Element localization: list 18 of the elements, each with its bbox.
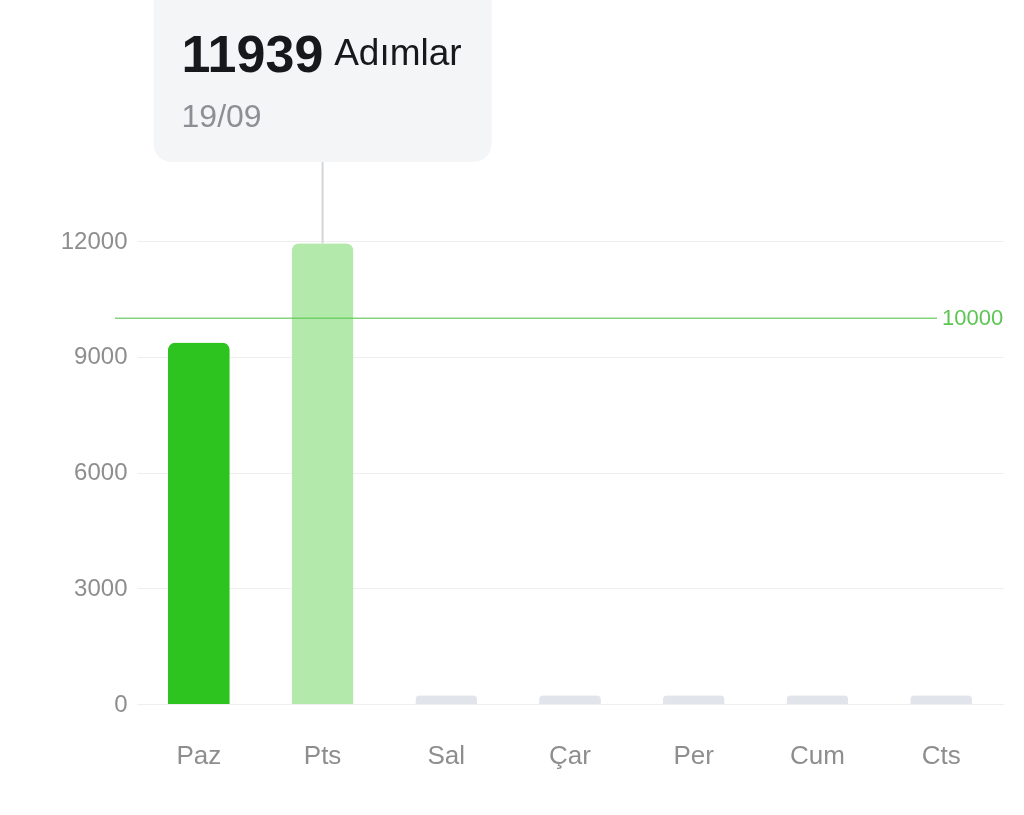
x-tick-label: Sal <box>427 739 466 770</box>
bar <box>167 342 230 704</box>
x-tick-label: Çar <box>549 739 592 770</box>
y-tick-label: 3000 <box>74 573 128 601</box>
y-tick-label: 12000 <box>60 226 128 254</box>
y-tick-label: 6000 <box>74 458 128 485</box>
x-tick-label: Paz <box>176 739 222 770</box>
x-tick-label: Cts <box>921 739 961 770</box>
bar <box>291 243 354 704</box>
annotation: 11939 <box>181 25 324 83</box>
y-tick-label: 9000 <box>74 342 128 370</box>
x-tick-label: Cum <box>789 739 845 770</box>
ref-line-label: 10000 <box>942 305 1004 331</box>
x-tick-label: Per <box>673 739 715 770</box>
y-tick-label: 0 <box>114 689 128 717</box>
text: Adımlar <box>334 32 462 73</box>
x-tick-label: Pts <box>303 739 342 770</box>
text: 19/09 <box>181 98 262 134</box>
